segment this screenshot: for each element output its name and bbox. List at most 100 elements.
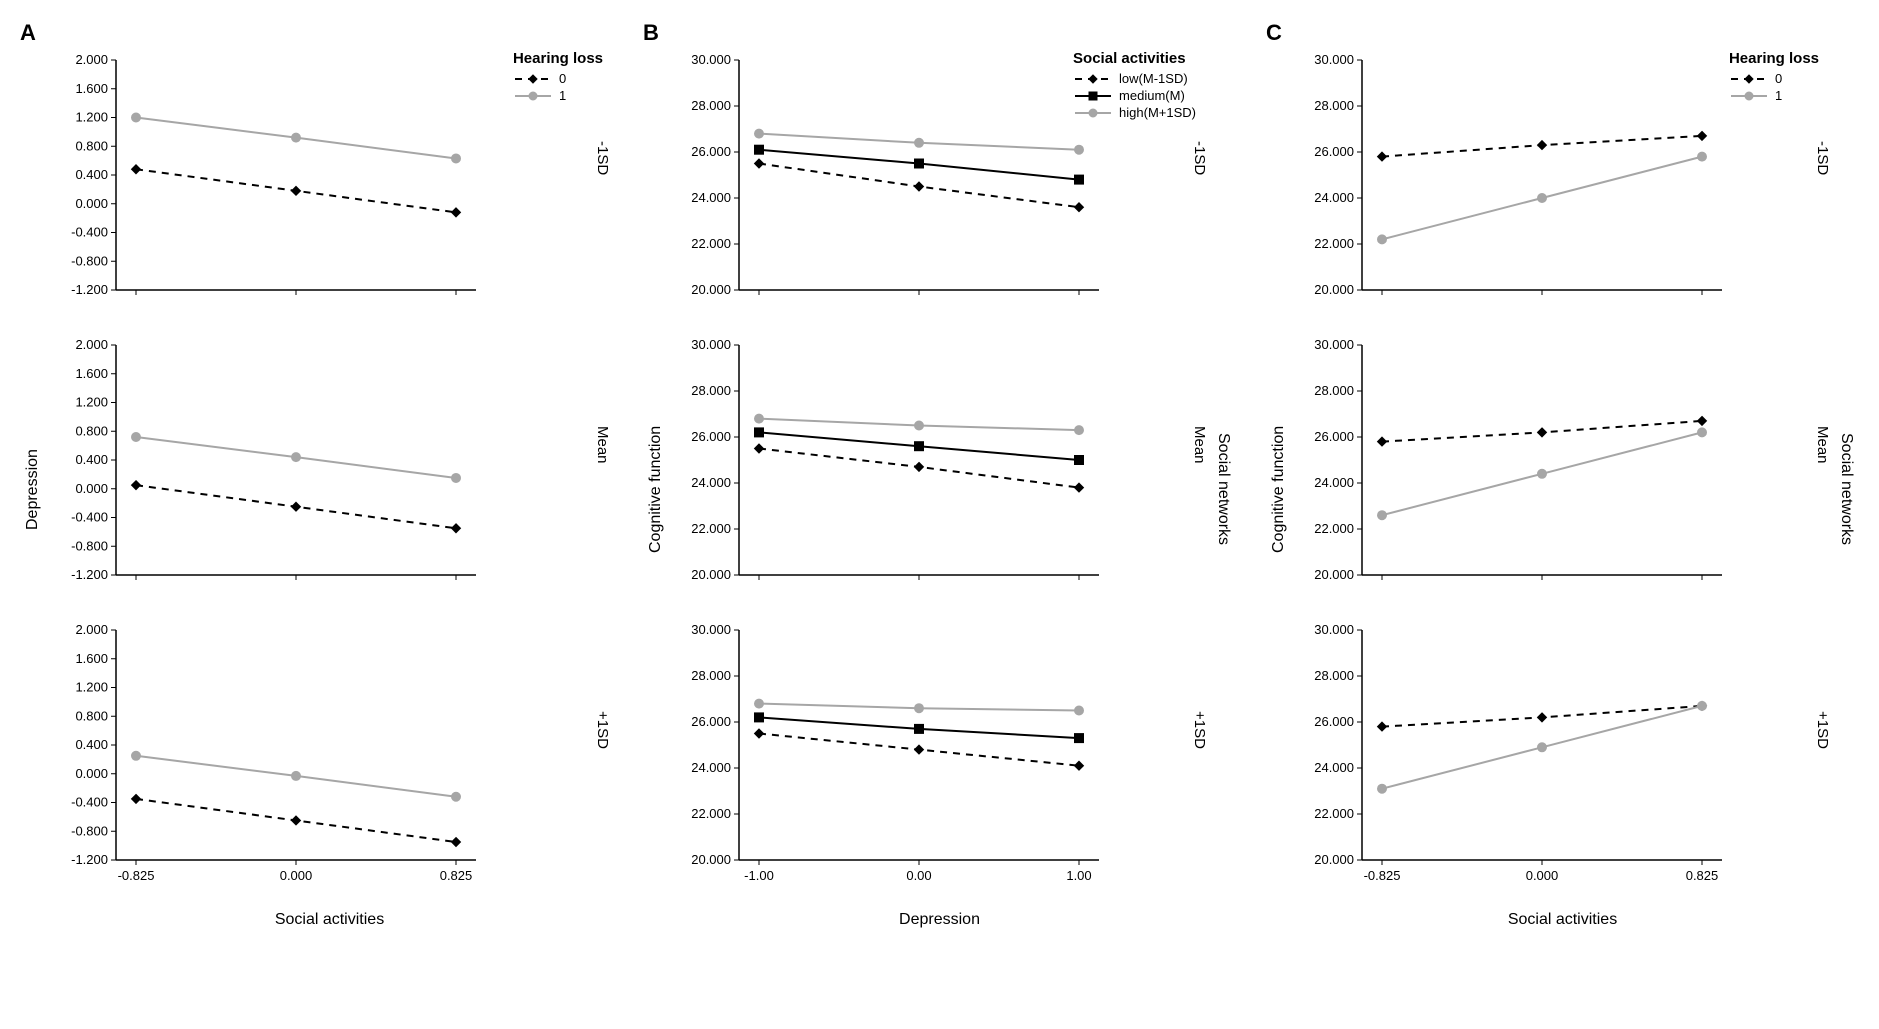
svg-text:30.000: 30.000	[1314, 622, 1354, 637]
svg-text:2.000: 2.000	[75, 622, 108, 637]
legend-title: Hearing loss	[513, 50, 603, 67]
svg-text:1.600: 1.600	[75, 81, 108, 96]
column-letter: B	[643, 20, 1236, 46]
svg-text:1.00: 1.00	[1066, 868, 1091, 883]
outer-right-label: Social networks	[1210, 50, 1236, 929]
legend-label: high(M+1SD)	[1119, 105, 1196, 120]
svg-text:26.000: 26.000	[691, 714, 731, 729]
svg-text:0.400: 0.400	[75, 452, 108, 467]
svg-text:1.600: 1.600	[75, 366, 108, 381]
y-axis-label: Depression	[20, 50, 46, 929]
svg-text:20.000: 20.000	[1314, 282, 1354, 297]
svg-text:0.000: 0.000	[75, 196, 108, 211]
svg-text:28.000: 28.000	[1314, 383, 1354, 398]
chart-panel: 30.00028.00026.00024.00022.00020.000-1.0…	[669, 620, 1210, 895]
svg-text:28.000: 28.000	[1314, 668, 1354, 683]
figure-column: B Social activities low(M-1SD) medium(M) hig…	[643, 20, 1236, 929]
svg-text:1.200: 1.200	[75, 110, 108, 125]
svg-text:-0.400: -0.400	[71, 795, 108, 810]
svg-text:24.000: 24.000	[691, 760, 731, 775]
svg-text:-1.00: -1.00	[744, 868, 774, 883]
chart-panel: 30.00028.00026.00024.00022.00020.000Mean	[669, 335, 1210, 610]
svg-text:0.800: 0.800	[75, 138, 108, 153]
legend-label: 1	[1775, 88, 1782, 103]
svg-text:-0.825: -0.825	[1364, 868, 1401, 883]
legend: Hearing loss 0 1	[513, 50, 603, 105]
x-axis-label: Social activities	[1292, 911, 1833, 929]
svg-text:20.000: 20.000	[1314, 567, 1354, 582]
svg-text:0.00: 0.00	[906, 868, 931, 883]
svg-text:24.000: 24.000	[1314, 190, 1354, 205]
legend-title: Social activities	[1073, 50, 1196, 67]
svg-text:26.000: 26.000	[1314, 144, 1354, 159]
svg-text:20.000: 20.000	[691, 282, 731, 297]
panel-right-label: Mean	[594, 426, 611, 464]
figure-column: A Hearing loss 0 1 Depression 2.000 1.600 1.200…	[20, 20, 613, 929]
legend-label: low(M-1SD)	[1119, 71, 1188, 86]
svg-text:0.000: 0.000	[75, 766, 108, 781]
svg-text:-0.800: -0.800	[71, 823, 108, 838]
panel-right-label: -1SD	[1191, 141, 1208, 175]
y-axis-label: Cognitive function	[643, 50, 669, 929]
svg-text:0.400: 0.400	[75, 737, 108, 752]
svg-text:28.000: 28.000	[691, 668, 731, 683]
x-axis-label: Depression	[669, 911, 1210, 929]
panels: 30.000 28.000 26.000 24.000 22.000 20.000 -1SD…	[669, 50, 1210, 929]
legend-label: 1	[559, 88, 566, 103]
svg-text:22.000: 22.000	[691, 806, 731, 821]
legend-item: 0	[513, 71, 603, 86]
svg-text:0.000: 0.000	[1526, 868, 1559, 883]
panel-right-label: +1SD	[1191, 711, 1208, 749]
svg-text:30.000: 30.000	[691, 337, 731, 352]
svg-text:2.000: 2.000	[75, 337, 108, 352]
legend-item: medium(M)	[1073, 88, 1196, 103]
outer-right-label: Social networks	[1833, 50, 1859, 929]
panel-right-label: -1SD	[1814, 141, 1831, 175]
x-axis-label: Social activities	[46, 911, 613, 929]
svg-text:-0.400: -0.400	[71, 510, 108, 525]
svg-text:0.800: 0.800	[75, 423, 108, 438]
legend: Social activities low(M-1SD) medium(M) high…	[1073, 50, 1196, 122]
panels: 30.000 28.000 26.000 24.000 22.000 20.000 -1SD…	[1292, 50, 1833, 929]
svg-text:30.000: 30.000	[691, 52, 731, 67]
legend-item: 0	[1729, 71, 1819, 86]
svg-text:28.000: 28.000	[1314, 98, 1354, 113]
svg-text:-1.200: -1.200	[71, 567, 108, 582]
svg-text:24.000: 24.000	[1314, 760, 1354, 775]
svg-text:26.000: 26.000	[1314, 714, 1354, 729]
chart-panel: 30.00028.00026.00024.00022.00020.000-0.8…	[1292, 620, 1833, 895]
panel-right-label: +1SD	[1814, 711, 1831, 749]
svg-text:22.000: 22.000	[1314, 236, 1354, 251]
chart-panel: 30.00028.00026.00024.00022.00020.000Mean	[1292, 335, 1833, 610]
svg-text:-0.400: -0.400	[71, 225, 108, 240]
svg-text:-0.800: -0.800	[71, 538, 108, 553]
svg-text:-0.825: -0.825	[118, 868, 155, 883]
svg-text:22.000: 22.000	[691, 521, 731, 536]
svg-text:30.000: 30.000	[1314, 52, 1354, 67]
svg-text:20.000: 20.000	[691, 567, 731, 582]
panel-right-label: Mean	[1191, 426, 1208, 464]
svg-text:28.000: 28.000	[691, 98, 731, 113]
svg-text:26.000: 26.000	[691, 429, 731, 444]
svg-text:26.000: 26.000	[691, 144, 731, 159]
svg-text:22.000: 22.000	[1314, 521, 1354, 536]
svg-text:24.000: 24.000	[691, 475, 731, 490]
svg-text:0.400: 0.400	[75, 167, 108, 182]
svg-text:1.200: 1.200	[75, 395, 108, 410]
svg-text:0.000: 0.000	[280, 868, 313, 883]
column-letter: C	[1266, 20, 1859, 46]
svg-text:22.000: 22.000	[691, 236, 731, 251]
svg-text:30.000: 30.000	[1314, 337, 1354, 352]
legend: Hearing loss 0 1	[1729, 50, 1819, 105]
panel-stack: Cognitive function 30.000 28.000 26.000 24.0…	[643, 50, 1236, 929]
legend-label: medium(M)	[1119, 88, 1185, 103]
svg-text:1.200: 1.200	[75, 680, 108, 695]
legend-title: Hearing loss	[1729, 50, 1819, 67]
svg-text:0.825: 0.825	[1686, 868, 1719, 883]
legend-item: high(M+1SD)	[1073, 105, 1196, 120]
svg-text:-1.200: -1.200	[71, 282, 108, 297]
chart-panel: 2.0001.6001.2000.8000.4000.000-0.400-0.8…	[46, 335, 613, 610]
svg-text:24.000: 24.000	[1314, 475, 1354, 490]
panel-stack: Cognitive function30.00028.00026.00024.0…	[1266, 50, 1859, 929]
column-letter: A	[20, 20, 613, 46]
